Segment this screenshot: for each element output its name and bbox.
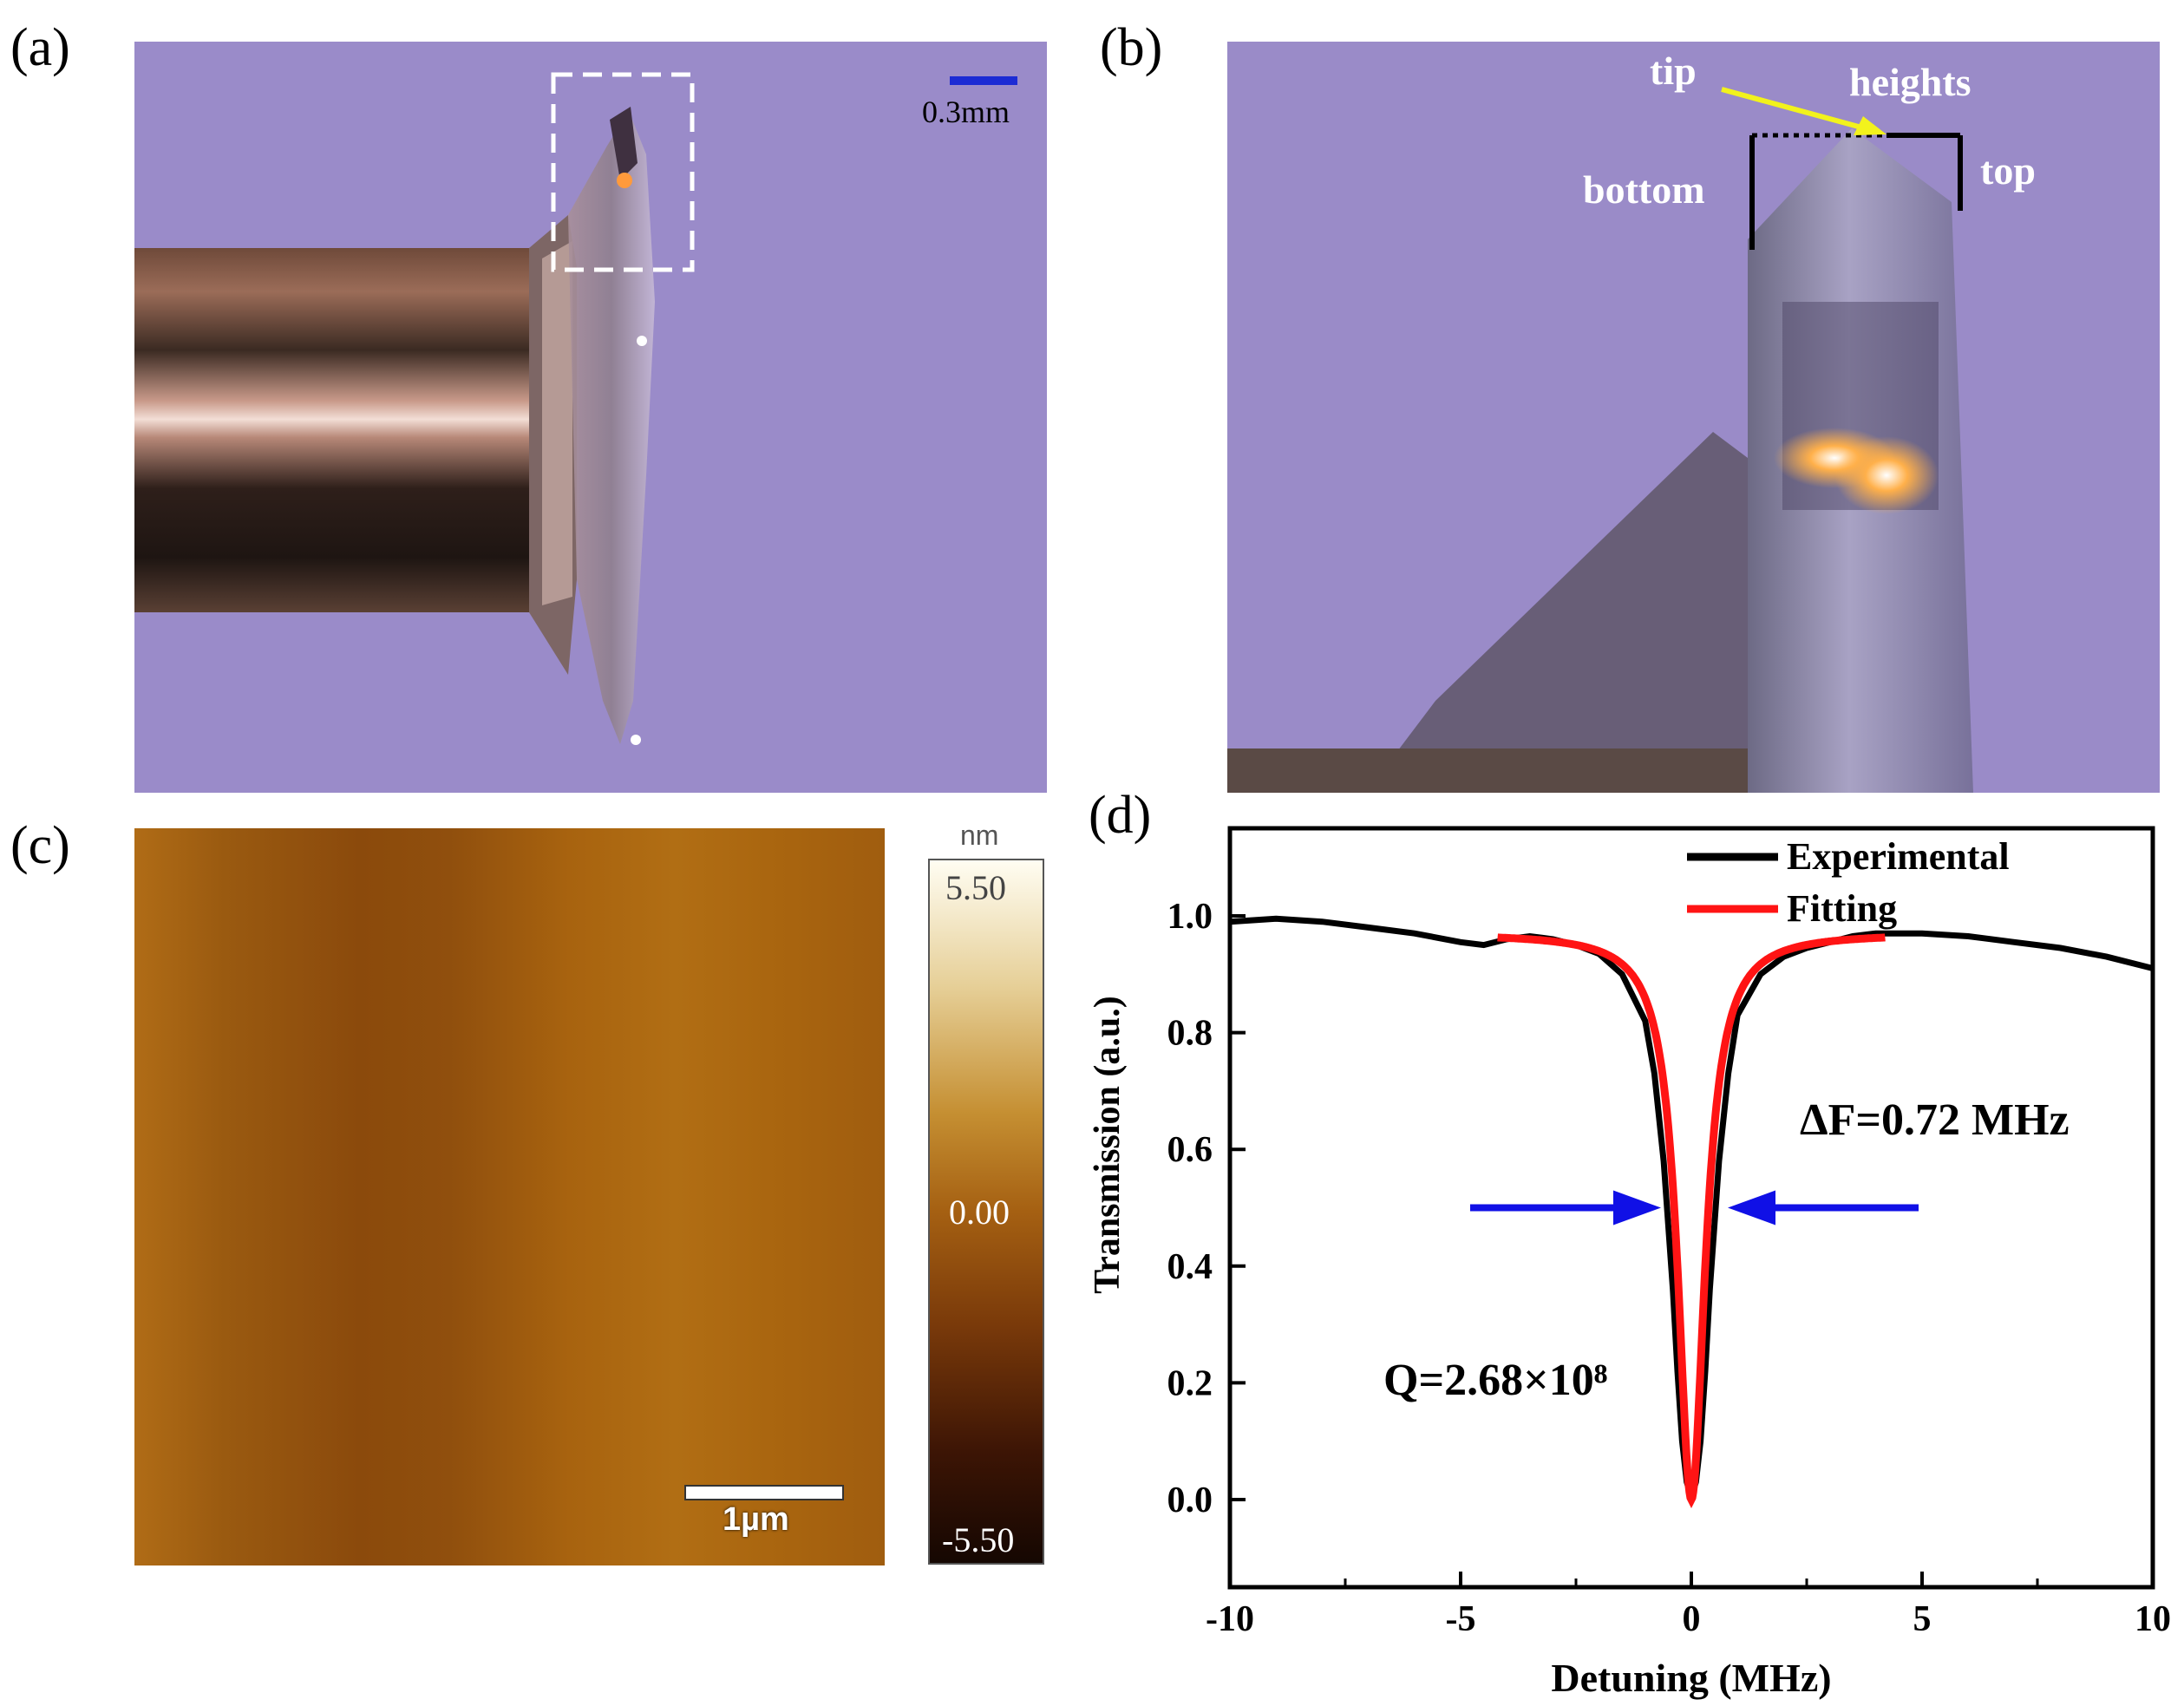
- annotation-top: top: [1980, 148, 2036, 193]
- y-tick-label: 0.6: [1167, 1130, 1213, 1170]
- scale-bar-a: [950, 76, 1017, 85]
- x-tick-label: -5: [1446, 1599, 1476, 1639]
- scale-bar-c: [684, 1485, 844, 1500]
- scale-bar-c-label: 1µm: [723, 1501, 789, 1538]
- x-axis-label: Detuning (MHz): [1551, 1656, 1831, 1700]
- annotation-bottom: bottom: [1583, 167, 1705, 212]
- delta-f-annotation: ΔF=0.72 MHz: [1800, 1095, 2070, 1145]
- x-tick-label: 0: [1683, 1599, 1701, 1639]
- fwhm-arrowhead-left: [1613, 1190, 1661, 1226]
- panel-label-b: (b): [1100, 18, 1163, 77]
- colorbar-unit: nm: [960, 820, 999, 851]
- y-tick-label: 0.8: [1167, 1014, 1213, 1054]
- afm-image: 1µm: [134, 828, 885, 1565]
- plot-frame: [1227, 826, 2155, 1590]
- annotation-tip: tip: [1650, 49, 1697, 93]
- microscope-image-a: [134, 42, 1047, 793]
- y-axis-label: Transmission (a.u.): [1088, 996, 1128, 1293]
- scale-bar-a-label: 0.3mm: [922, 95, 1010, 129]
- x-tick-label: -10: [1206, 1599, 1254, 1639]
- y-tick-label: 1.0: [1167, 897, 1213, 937]
- y-tick-label: 0.0: [1167, 1480, 1213, 1520]
- fitting-series-line: [1497, 933, 1886, 1509]
- x-tick-label: 5: [1913, 1599, 1932, 1639]
- q-factor-annotation: Q=2.68×10⁸: [1383, 1356, 1607, 1405]
- fwhm-arrowhead-right: [1728, 1190, 1775, 1226]
- experimental-series-line: [1229, 915, 2154, 1507]
- microscope-image-b: [1227, 42, 2160, 793]
- legend-experimental: Experimental: [1787, 835, 2010, 878]
- legend-fitting: Fitting: [1787, 887, 1897, 930]
- panel-a-photo: [134, 42, 1047, 793]
- colorbar-mid: 0.00: [949, 1193, 1010, 1232]
- y-tick-label: 0.4: [1167, 1247, 1213, 1287]
- afm-colorbar: 5.50 0.00 -5.50: [928, 859, 1044, 1565]
- panel-label-a: (a): [10, 18, 70, 77]
- panel-b-photo: [1227, 42, 2160, 793]
- y-tick-label: 0.2: [1167, 1363, 1213, 1403]
- colorbar-min: -5.50: [942, 1520, 1015, 1559]
- x-tick-label: 10: [2135, 1599, 2171, 1639]
- colorbar-max: 5.50: [945, 868, 1006, 907]
- annotation-heights: heights: [1849, 60, 1971, 104]
- panel-label-c: (c): [10, 816, 70, 875]
- tip-highlight-box: [551, 72, 695, 272]
- panel-label-d: (d): [1089, 786, 1152, 845]
